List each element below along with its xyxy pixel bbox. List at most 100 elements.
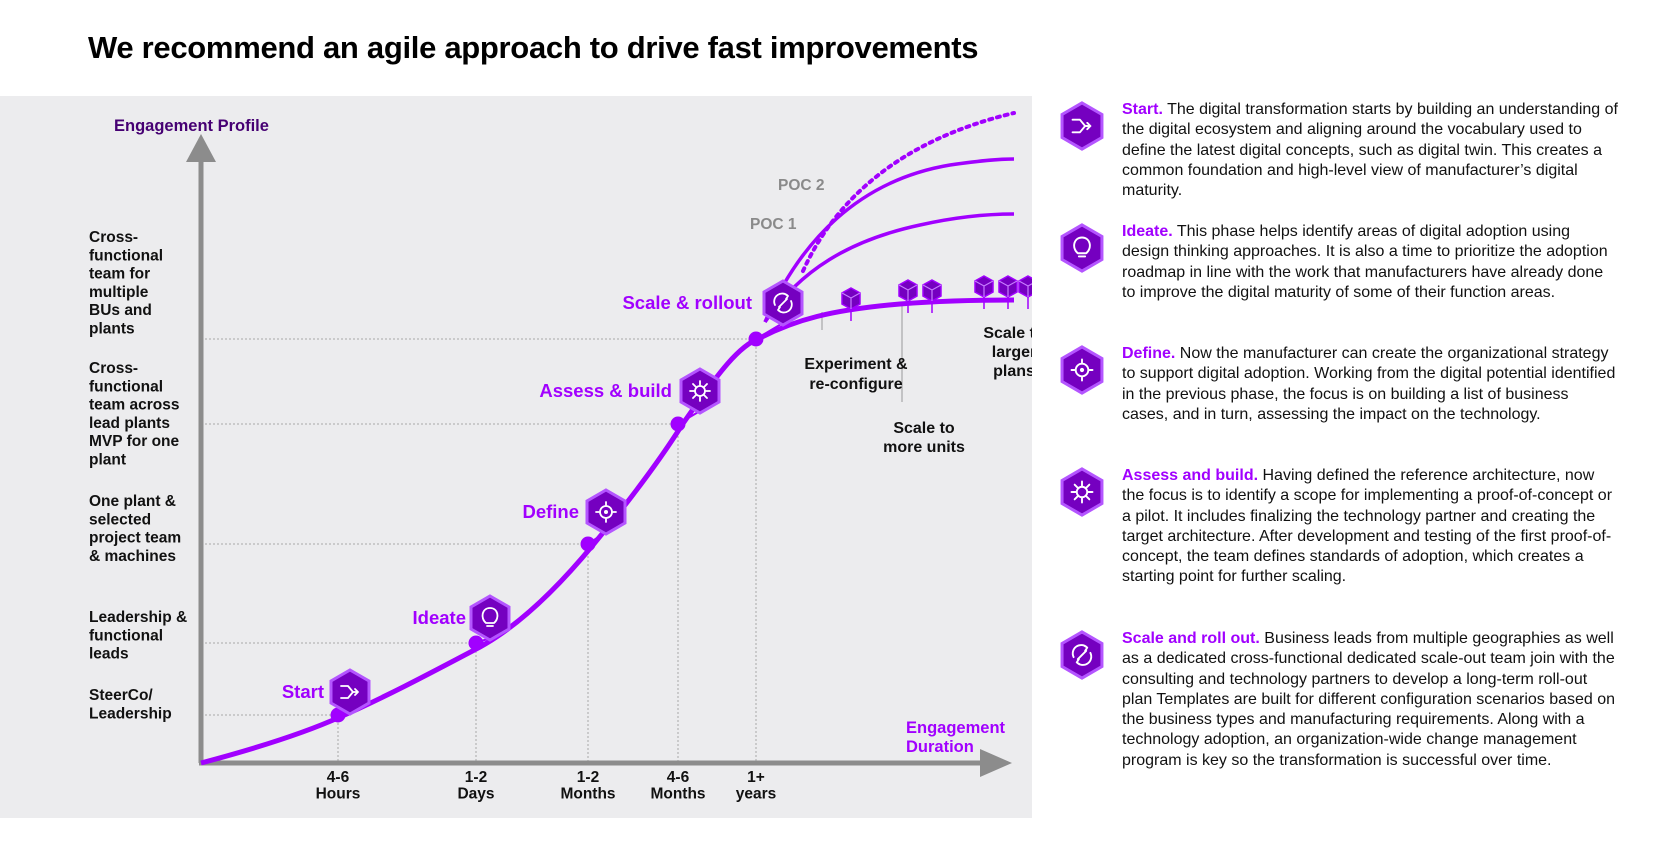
stage-node: Assess & build (539, 367, 721, 432)
phase-heading: Scale and roll out. (1122, 630, 1260, 647)
note-more-units-line-2: more units (883, 439, 965, 456)
stage-node: Start (282, 668, 371, 723)
note-larger-plans: Scale to larger plans (983, 325, 1045, 380)
phase-body: Business leads from multiple geographies… (1122, 630, 1616, 769)
phase-text: Scale and roll out. Business leads from … (1122, 629, 1618, 771)
phase-body: Having defined the reference architectur… (1122, 467, 1613, 586)
y-level-4-line-5: MVP for one (89, 433, 180, 450)
lightbulb-icon (1060, 223, 1104, 273)
phase-icon-wrap (1058, 629, 1106, 681)
x-tick-3-line-2: Months (560, 786, 615, 803)
phase-heading: Assess and build. (1122, 467, 1259, 484)
phase-icon-wrap (1058, 344, 1106, 396)
cube-icon (974, 275, 994, 309)
y-level-5-line-2: functional (89, 247, 163, 264)
poc2-label: POC 2 (778, 177, 825, 194)
y-level-4-line-1: Cross- (89, 360, 138, 377)
phase-text: Define. Now the manufacturer can create … (1122, 344, 1618, 425)
phase-body: The digital transformation starts by bui… (1122, 101, 1618, 200)
y-level-5-line-4: multiple (89, 284, 149, 301)
y-level-2-line-1: Leadership & (89, 609, 187, 626)
phase-heading: Start. (1122, 101, 1163, 118)
y-level-5-line-5: BUs and (89, 302, 152, 319)
stage-dot (330, 707, 346, 723)
x-tick-3-line-1: 1-2 (577, 769, 599, 786)
phase-icon-wrap (1058, 466, 1106, 518)
gear-wrench-icon (679, 367, 721, 415)
stage-label: Define (522, 501, 579, 522)
y-level-1-line-1: SteerCo/ (89, 687, 153, 704)
y-level-3-line-2: selected (89, 511, 151, 528)
phase-icon-svg (1060, 467, 1104, 517)
phase-body: This phase helps identify areas of digit… (1122, 223, 1608, 301)
y-level-3-line-1: One plant & (89, 493, 176, 510)
y-level-5-line-1: Cross- (89, 229, 138, 246)
stage-dot (580, 536, 596, 552)
y-level-2-line-3: leads (89, 646, 129, 663)
x-tick-4-line-1: 4-6 (667, 769, 690, 786)
x-tick-4-line-2: Months (650, 786, 705, 803)
y-level-1-line-2: Leadership (89, 705, 172, 722)
diagram-panel: Start Ideate Define Assess & build Scale & r… (0, 96, 1045, 818)
stage-dot (670, 416, 686, 432)
phase-heading: Ideate. (1122, 223, 1173, 240)
stage-node: Scale & rollout (622, 279, 804, 347)
phase-text: Ideate. This phase helps identify areas … (1122, 222, 1618, 303)
cycle-arrows-icon (762, 279, 804, 327)
note-experiment-line-2: re-configure (809, 376, 902, 393)
axes (186, 134, 1012, 777)
x-tick-1-line-1: 4-6 (327, 769, 350, 786)
phase-icon-svg (1060, 101, 1104, 151)
note-experiment: Experiment & re-configure (804, 356, 908, 393)
cube-icon (998, 275, 1018, 309)
note-larger-plans-line-1: Scale to (983, 325, 1032, 342)
cube-icon (1018, 275, 1038, 309)
phase-icon-wrap (1058, 100, 1106, 152)
scaling-cubes (841, 275, 1038, 321)
cycle-arrows-icon (1060, 630, 1104, 680)
x-tick-1-line-2: Hours (316, 786, 361, 803)
stage-label: Start (282, 681, 324, 702)
poc2-dotted-curve (801, 111, 1016, 273)
phase-icon-svg (1060, 630, 1104, 680)
phase-text: Start. The digital transformation starts… (1122, 100, 1618, 201)
curves (200, 111, 1016, 766)
stage-nodes: Start Ideate Define Assess & build Scale & r… (282, 279, 804, 723)
cube-icon (841, 287, 861, 321)
stage-dot (748, 331, 764, 347)
engagement-diagram: Start Ideate Define Assess & build Scale & r… (89, 111, 1045, 803)
phase-body: Now the manufacturer can create the orga… (1122, 345, 1616, 423)
target-gear-icon (1060, 345, 1104, 395)
x-axis-title-line-2: Duration (906, 738, 974, 756)
y-level-4-line-3: team across (89, 397, 179, 414)
lightbulb-icon (469, 594, 511, 642)
y-level-label: One plant &selected project team& machine… (89, 493, 181, 565)
phase-heading: Define. (1122, 345, 1176, 362)
guide-lines (201, 302, 903, 763)
x-tick-2-line-2: Days (457, 786, 494, 803)
x-tick-2-line-1: 1-2 (465, 769, 487, 786)
y-axis-arrow (186, 134, 216, 162)
stage-label: Ideate (413, 607, 466, 628)
poc1-curve (763, 212, 1015, 323)
y-level-2-line-2: functional (89, 627, 163, 644)
y-level-label: Leadership &functional leads (89, 609, 187, 663)
y-level-4-line-2: functional (89, 378, 163, 395)
y-level-3-line-3: project team (89, 530, 181, 547)
target-gear-icon (585, 488, 627, 536)
phase-icon-svg (1060, 345, 1104, 395)
phase-icon-svg (1060, 223, 1104, 273)
y-level-5-line-3: team for (89, 266, 150, 283)
phase-icon-wrap (1058, 222, 1106, 274)
stage-label: Scale & rollout (622, 292, 752, 313)
x-axis-arrow (980, 749, 1012, 777)
page-title: We recommend an agile approach to drive … (88, 30, 979, 65)
note-experiment-line-1: Experiment & (804, 356, 908, 373)
